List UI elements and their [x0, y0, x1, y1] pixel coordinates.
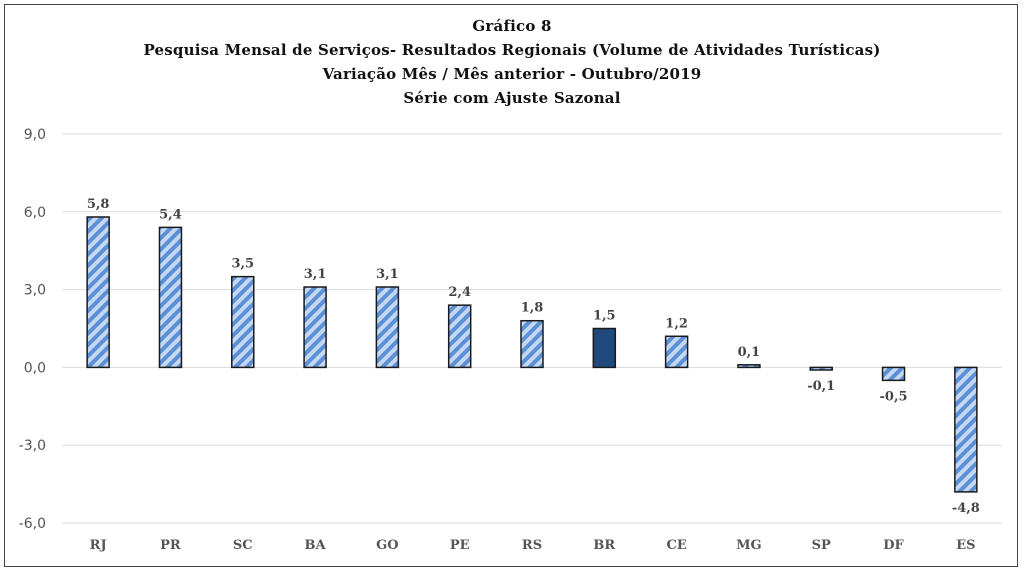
- bar-go: [375, 286, 400, 369]
- bar-pe: [447, 304, 472, 369]
- y-tick-label: 6,0: [24, 205, 46, 221]
- x-tick-label: CE: [666, 538, 686, 553]
- bar-sc: [231, 275, 255, 369]
- bar-rs: [520, 319, 544, 369]
- x-tick-label: GO: [376, 538, 398, 553]
- chart-title-line-4: Série com Ajuste Sazonal: [403, 89, 621, 107]
- data-label: 2,4: [448, 285, 471, 300]
- data-label: 3,5: [231, 257, 254, 272]
- x-tick-label: RS: [522, 538, 542, 553]
- x-tick-label: SC: [233, 538, 253, 553]
- bars: [86, 216, 978, 493]
- x-tick-label: PR: [160, 538, 181, 553]
- bar-ba: [303, 286, 327, 369]
- data-label: 5,8: [87, 197, 110, 212]
- x-tick-label: PE: [450, 538, 470, 553]
- data-label: 5,4: [159, 207, 182, 222]
- x-tick-label: BA: [305, 538, 327, 553]
- x-tick-label: MG: [736, 538, 762, 553]
- bar-df: [881, 366, 906, 382]
- x-tick-label: BR: [593, 538, 615, 553]
- y-tick-label: 0,0: [24, 360, 46, 376]
- bar-pr: [158, 226, 183, 369]
- bar-ce: [664, 335, 689, 369]
- data-label: 3,1: [304, 267, 327, 282]
- x-tick-label: DF: [883, 538, 904, 553]
- data-label: 1,5: [593, 309, 616, 324]
- x-tick-label: SP: [812, 538, 831, 553]
- bar-br: [592, 327, 617, 369]
- bar-mg: [737, 364, 761, 369]
- bar-rj: [86, 216, 110, 369]
- y-tick-label: 9,0: [24, 127, 46, 143]
- chart-title-line-2: Pesquisa Mensal de Serviços- Resultados …: [143, 41, 881, 59]
- data-label: -0,1: [807, 379, 835, 394]
- data-label: 1,2: [665, 316, 688, 331]
- x-tick-label: ES: [956, 538, 975, 553]
- data-label: -0,5: [880, 389, 908, 404]
- bar-es: [954, 366, 978, 493]
- y-tick-label: 3,0: [24, 283, 46, 299]
- data-label: 3,1: [376, 267, 399, 282]
- chart-title-line-1: Gráfico 8: [472, 17, 552, 35]
- data-label: -4,8: [952, 501, 980, 516]
- bar-sp: [809, 366, 833, 371]
- labels: 9,0 6,0 3,0 0,0 -3,0 -6,0 5,8 RJ 5,4 PR 3,5 SC 3,1 BA…: [19, 127, 980, 553]
- data-label: 0,1: [738, 345, 761, 360]
- x-tick-label: RJ: [90, 538, 107, 553]
- y-tick-label: -3,0: [19, 438, 46, 454]
- data-label: 1,8: [521, 301, 544, 316]
- chart-title-line-3: Variação Mês / Mês anterior - Outubro/20…: [322, 65, 702, 83]
- y-tick-label: -6,0: [19, 516, 46, 532]
- gridlines: [62, 133, 1002, 524]
